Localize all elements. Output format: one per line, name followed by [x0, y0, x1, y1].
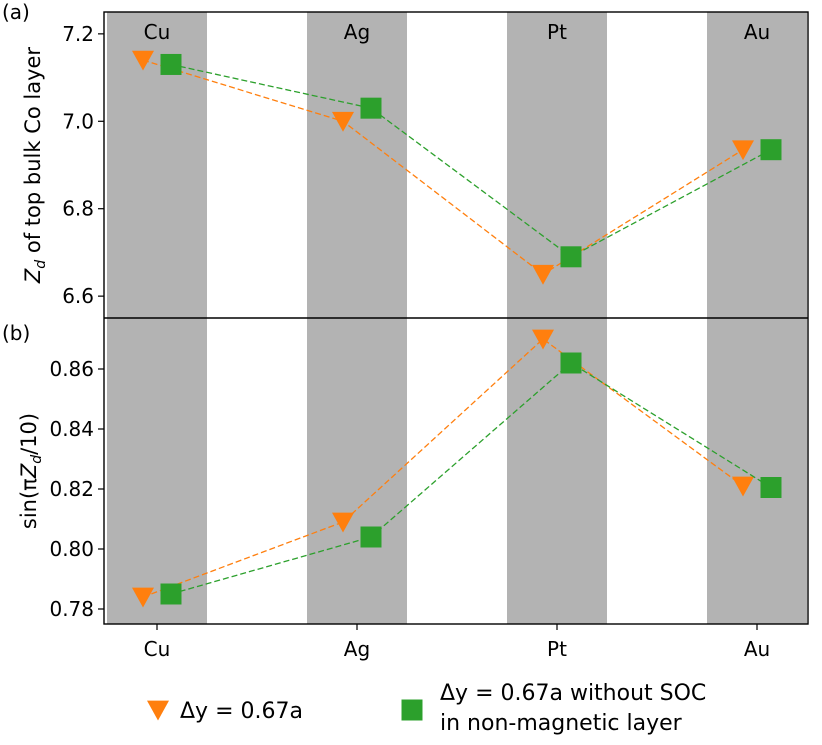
panel-label: (b): [2, 321, 30, 345]
y-axis-label: Zd of top bulk Co layer: [21, 47, 49, 285]
data-point: [332, 512, 354, 533]
data-point: [160, 583, 182, 605]
data-point: [732, 476, 754, 497]
axes-frame: [103, 11, 809, 625]
y-axis-label: sin(πZd/10): [17, 413, 45, 529]
x-tick-labels: Cu Ag Pt Au: [144, 624, 770, 661]
y-tick-label: 0.78: [49, 597, 94, 621]
legend: Δy = 0.67a Δy = 0.67a without SOC in non-m…: [147, 681, 706, 736]
legend-marker-triangle: [147, 700, 169, 721]
legend-label-1: Δy = 0.67a: [180, 699, 303, 724]
y-tick-label: 0.82: [49, 477, 94, 501]
panel-a: 6.6 6.8 7.0 7.2 (a) Zd of top bulk Co layer Cu…: [2, 0, 782, 308]
y-tick-label: 0.86: [49, 357, 94, 381]
band-label: Cu: [144, 20, 171, 44]
x-tick-label: Pt: [547, 637, 567, 661]
y-tick-label: 0.84: [49, 417, 94, 441]
data-point: [760, 139, 782, 161]
data-point: [360, 97, 382, 119]
series-line-1: [170, 362, 772, 595]
data-point: [132, 50, 154, 71]
x-tick-label: Au: [744, 637, 770, 661]
data-point: [160, 53, 182, 75]
panel-b: 0.78 0.80 0.82 0.84 0.86 (b) sin(πZd/10): [2, 321, 782, 621]
data-point: [332, 111, 354, 132]
data-point: [532, 264, 554, 285]
x-tick-label: Cu: [144, 637, 171, 661]
y-tick-label: 6.6: [62, 284, 94, 308]
panel-label: (a): [2, 0, 30, 24]
band-label: Au: [744, 20, 770, 44]
x-tick-label: Ag: [344, 637, 370, 661]
data-point: [560, 352, 582, 374]
data-point: [732, 140, 754, 161]
data-point: [132, 587, 154, 608]
y-tick-label: 7.0: [62, 109, 94, 133]
series-line-0: [142, 338, 744, 598]
data-point: [360, 526, 382, 548]
y-tick-label: 0.80: [49, 537, 94, 561]
data-point: [560, 246, 582, 268]
band-label: Pt: [547, 20, 567, 44]
series-line-0: [142, 59, 744, 276]
legend-label-2-line-2: in non-magnetic layer: [440, 711, 683, 736]
data-point: [532, 329, 554, 350]
y-tick-label: 6.8: [62, 197, 94, 221]
series-line-1: [170, 63, 772, 258]
legend-label-2-line-1: Δy = 0.67a without SOC: [440, 681, 706, 706]
legend-marker-square: [401, 699, 423, 721]
data-point: [760, 477, 782, 498]
y-tick-label: 7.2: [62, 22, 94, 46]
band-label: Ag: [344, 20, 370, 44]
